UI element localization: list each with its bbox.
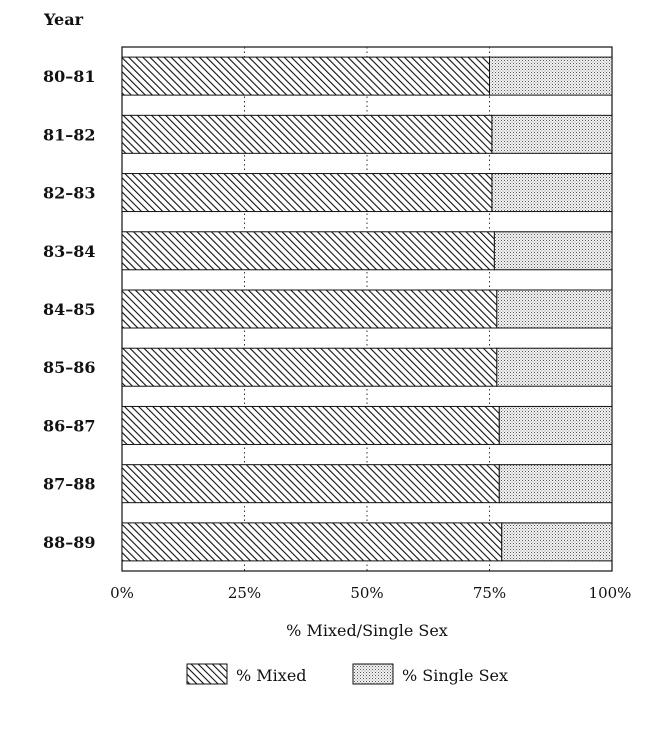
bar-single-sex bbox=[496, 289, 613, 329]
bar-single-sex bbox=[498, 464, 613, 504]
y-axis-title: Year bbox=[43, 10, 84, 29]
legend: % Mixed % Single Sex bbox=[186, 663, 508, 685]
bar-single-sex bbox=[501, 522, 613, 562]
bar-mixed bbox=[121, 347, 498, 387]
bar-mixed bbox=[121, 114, 493, 154]
bar-mixed bbox=[121, 56, 490, 96]
bar-mixed bbox=[121, 289, 498, 329]
category-label: 85–86 bbox=[43, 358, 96, 377]
bar-mixed bbox=[121, 522, 503, 562]
category-label: 86–87 bbox=[43, 416, 96, 435]
x-tick-label: 25% bbox=[228, 584, 261, 602]
bar-mixed bbox=[121, 173, 493, 213]
category-label: 84–85 bbox=[43, 300, 96, 319]
legend-swatch-mixed bbox=[186, 663, 228, 685]
bar-single-sex bbox=[491, 114, 613, 154]
x-tick-label: 50% bbox=[350, 584, 383, 602]
category-label: 87–88 bbox=[43, 475, 96, 494]
category-label: 80–81 bbox=[43, 67, 96, 86]
category-label: 88–89 bbox=[43, 533, 96, 552]
x-tick-labels: 0% 25% 50% 75% 100% bbox=[110, 584, 631, 602]
x-tick-label: 0% bbox=[110, 584, 134, 602]
legend-label-single-sex: % Single Sex bbox=[402, 666, 508, 685]
bar-mixed bbox=[121, 464, 500, 504]
legend-swatch-single-sex bbox=[352, 663, 394, 685]
x-tick-label: 100% bbox=[589, 584, 632, 602]
bar-single-sex bbox=[491, 173, 613, 213]
bar-single-sex bbox=[493, 231, 613, 271]
category-labels: 80–81 81–82 82–83 83–84 84–85 85–86 86–87 87–88… bbox=[43, 67, 96, 552]
category-label: 81–82 bbox=[43, 125, 96, 144]
bar-mixed bbox=[121, 405, 500, 445]
bar-single-sex bbox=[489, 56, 613, 96]
bars bbox=[121, 56, 613, 562]
bar-single-sex bbox=[498, 405, 613, 445]
x-axis-label: % Mixed/Single Sex bbox=[286, 621, 448, 640]
bar-single-sex bbox=[496, 347, 613, 387]
bar-mixed bbox=[121, 231, 495, 271]
x-tick-label: 75% bbox=[473, 584, 506, 602]
legend-label-mixed: % Mixed bbox=[236, 666, 307, 685]
category-label: 83–84 bbox=[43, 242, 96, 261]
category-label: 82–83 bbox=[43, 184, 96, 203]
